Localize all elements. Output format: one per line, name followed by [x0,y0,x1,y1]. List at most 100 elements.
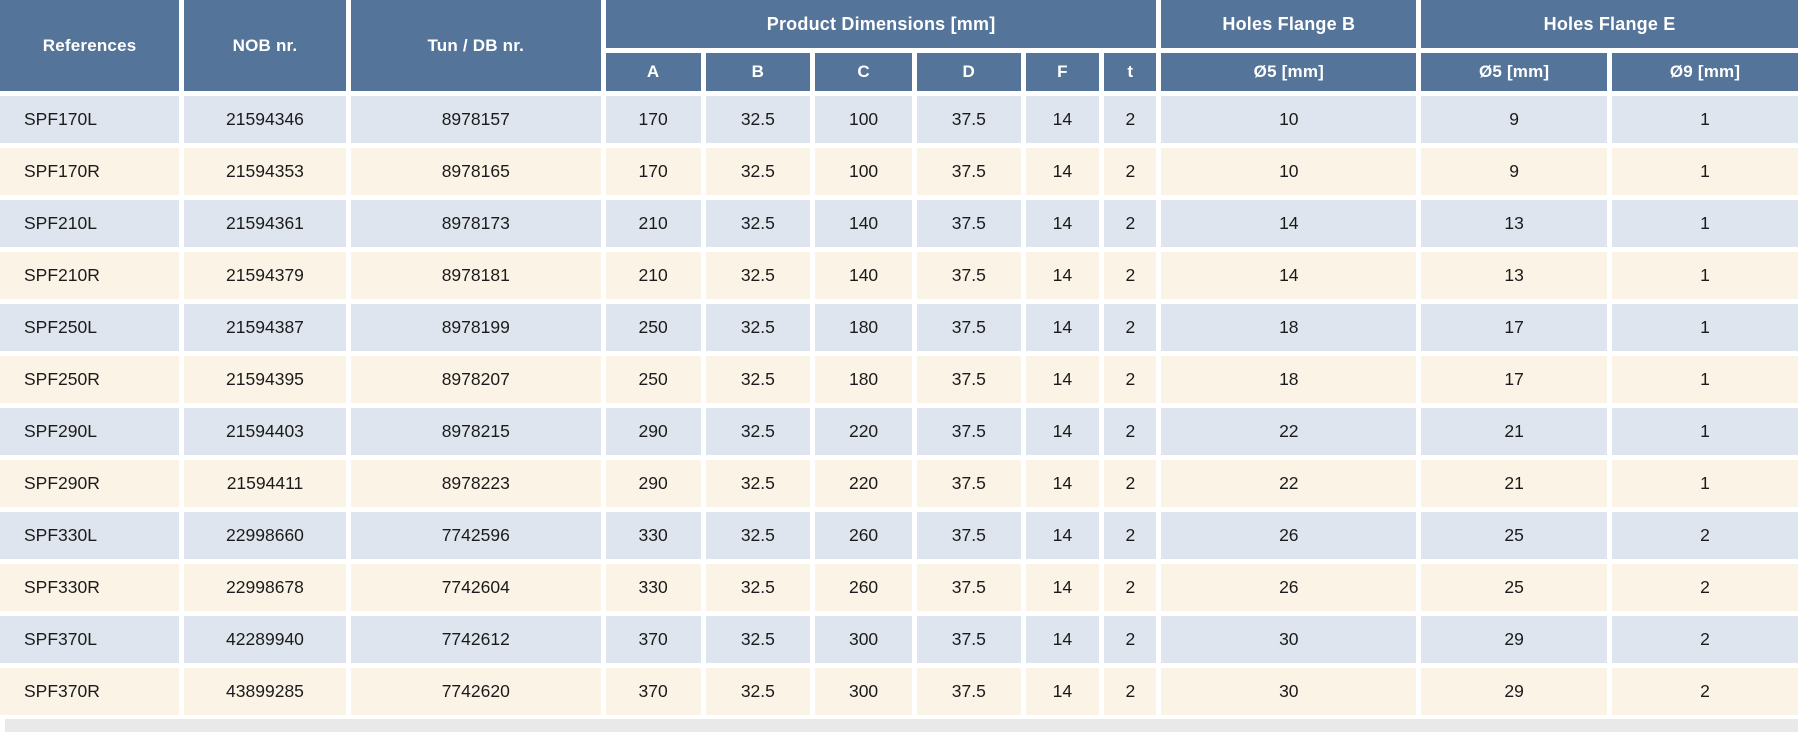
cell-reference: SPF330L [0,512,180,559]
cell-f: 14 [1025,460,1100,507]
cell-t: 2 [1104,252,1157,299]
cell-t: 2 [1104,356,1157,403]
cell-flange-e-o5: 17 [1421,304,1608,351]
cell-tun-db-nr: 7742612 [350,616,601,663]
cell-a: 290 [605,408,701,455]
cell-d: 37.5 [916,200,1021,247]
cell-a: 210 [605,200,701,247]
cell-tun-db-nr: 7742604 [350,564,601,611]
cell-t: 2 [1104,304,1157,351]
cell-tun-db-nr: 8978157 [350,96,601,143]
cell-nob-nr: 21594403 [184,408,346,455]
column-header-dim-f: F [1025,53,1100,91]
cell-tun-db-nr: 8978207 [350,356,601,403]
cell-flange-e-o9: 1 [1612,148,1798,195]
cell-d: 37.5 [916,356,1021,403]
cell-flange-e-o9: 1 [1612,408,1798,455]
cell-d: 37.5 [916,668,1021,715]
cell-a: 170 [605,148,701,195]
cell-flange-e-o5: 9 [1421,148,1608,195]
cell-t: 2 [1104,200,1157,247]
cell-reference: SPF290R [0,460,180,507]
group-header-holes-flange-e: Holes Flange E [1421,0,1798,48]
cell-nob-nr: 21594379 [184,252,346,299]
cell-flange-e-o5: 25 [1421,512,1608,559]
cell-d: 37.5 [916,564,1021,611]
cell-d: 37.5 [916,252,1021,299]
cell-a: 330 [605,512,701,559]
cell-tun-db-nr: 8978165 [350,148,601,195]
cell-flange-e-o9: 2 [1612,668,1798,715]
cell-f: 14 [1025,252,1100,299]
cell-flange-e-o5: 21 [1421,460,1608,507]
cell-c: 180 [815,356,912,403]
cell-flange-b-o5: 14 [1161,200,1417,247]
cell-c: 140 [815,200,912,247]
cell-c: 220 [815,408,912,455]
cell-nob-nr: 21594395 [184,356,346,403]
cell-reference: SPF210L [0,200,180,247]
column-header-flange-e-d9: Ø9 [mm] [1612,53,1798,91]
cell-nob-nr: 22998660 [184,512,346,559]
cell-flange-b-o5: 22 [1161,408,1417,455]
cell-flange-e-o5: 13 [1421,252,1608,299]
cell-reference: SPF170R [0,148,180,195]
cell-b: 32.5 [705,616,811,663]
next-row-partial [5,719,1798,732]
cell-flange-e-o9: 1 [1612,356,1798,403]
cell-b: 32.5 [705,356,811,403]
cell-f: 14 [1025,616,1100,663]
cell-reference: SPF210R [0,252,180,299]
cell-nob-nr: 42289940 [184,616,346,663]
cell-b: 32.5 [705,668,811,715]
cell-flange-b-o5: 10 [1161,96,1417,143]
cell-nob-nr: 21594346 [184,96,346,143]
cell-b: 32.5 [705,460,811,507]
cell-flange-e-o5: 29 [1421,616,1608,663]
cell-flange-e-o9: 1 [1612,252,1798,299]
cell-c: 180 [815,304,912,351]
cell-f: 14 [1025,304,1100,351]
cell-b: 32.5 [705,512,811,559]
cell-a: 250 [605,304,701,351]
cell-tun-db-nr: 8978215 [350,408,601,455]
cell-flange-e-o9: 1 [1612,200,1798,247]
cell-f: 14 [1025,668,1100,715]
cell-a: 370 [605,616,701,663]
cell-tun-db-nr: 8978173 [350,200,601,247]
cell-d: 37.5 [916,96,1021,143]
cell-b: 32.5 [705,408,811,455]
column-header-tun-db-nr: Tun / DB nr. [350,0,601,91]
cell-reference: SPF330R [0,564,180,611]
group-header-holes-flange-b: Holes Flange B [1161,0,1417,48]
cell-flange-e-o9: 2 [1612,564,1798,611]
cell-flange-e-o5: 25 [1421,564,1608,611]
cell-flange-e-o5: 21 [1421,408,1608,455]
cell-flange-e-o5: 13 [1421,200,1608,247]
column-header-nob-nr: NOB nr. [184,0,346,91]
column-header-references: References [0,0,180,91]
cell-flange-b-o5: 18 [1161,356,1417,403]
cell-reference: SPF250R [0,356,180,403]
cell-t: 2 [1104,668,1157,715]
cell-d: 37.5 [916,460,1021,507]
cell-flange-b-o5: 22 [1161,460,1417,507]
cell-d: 37.5 [916,408,1021,455]
cell-flange-e-o5: 17 [1421,356,1608,403]
cell-tun-db-nr: 7742620 [350,668,601,715]
cell-f: 14 [1025,408,1100,455]
cell-c: 300 [815,668,912,715]
cell-b: 32.5 [705,564,811,611]
cell-reference: SPF370R [0,668,180,715]
cell-reference: SPF290L [0,408,180,455]
cell-a: 170 [605,96,701,143]
column-header-dim-t: t [1104,53,1157,91]
cell-nob-nr: 22998678 [184,564,346,611]
column-header-flange-b-d5: Ø5 [mm] [1161,53,1417,91]
cell-flange-e-o9: 2 [1612,616,1798,663]
column-header-flange-e-d5: Ø5 [mm] [1421,53,1608,91]
cell-flange-b-o5: 26 [1161,564,1417,611]
cell-d: 37.5 [916,512,1021,559]
cell-d: 37.5 [916,616,1021,663]
